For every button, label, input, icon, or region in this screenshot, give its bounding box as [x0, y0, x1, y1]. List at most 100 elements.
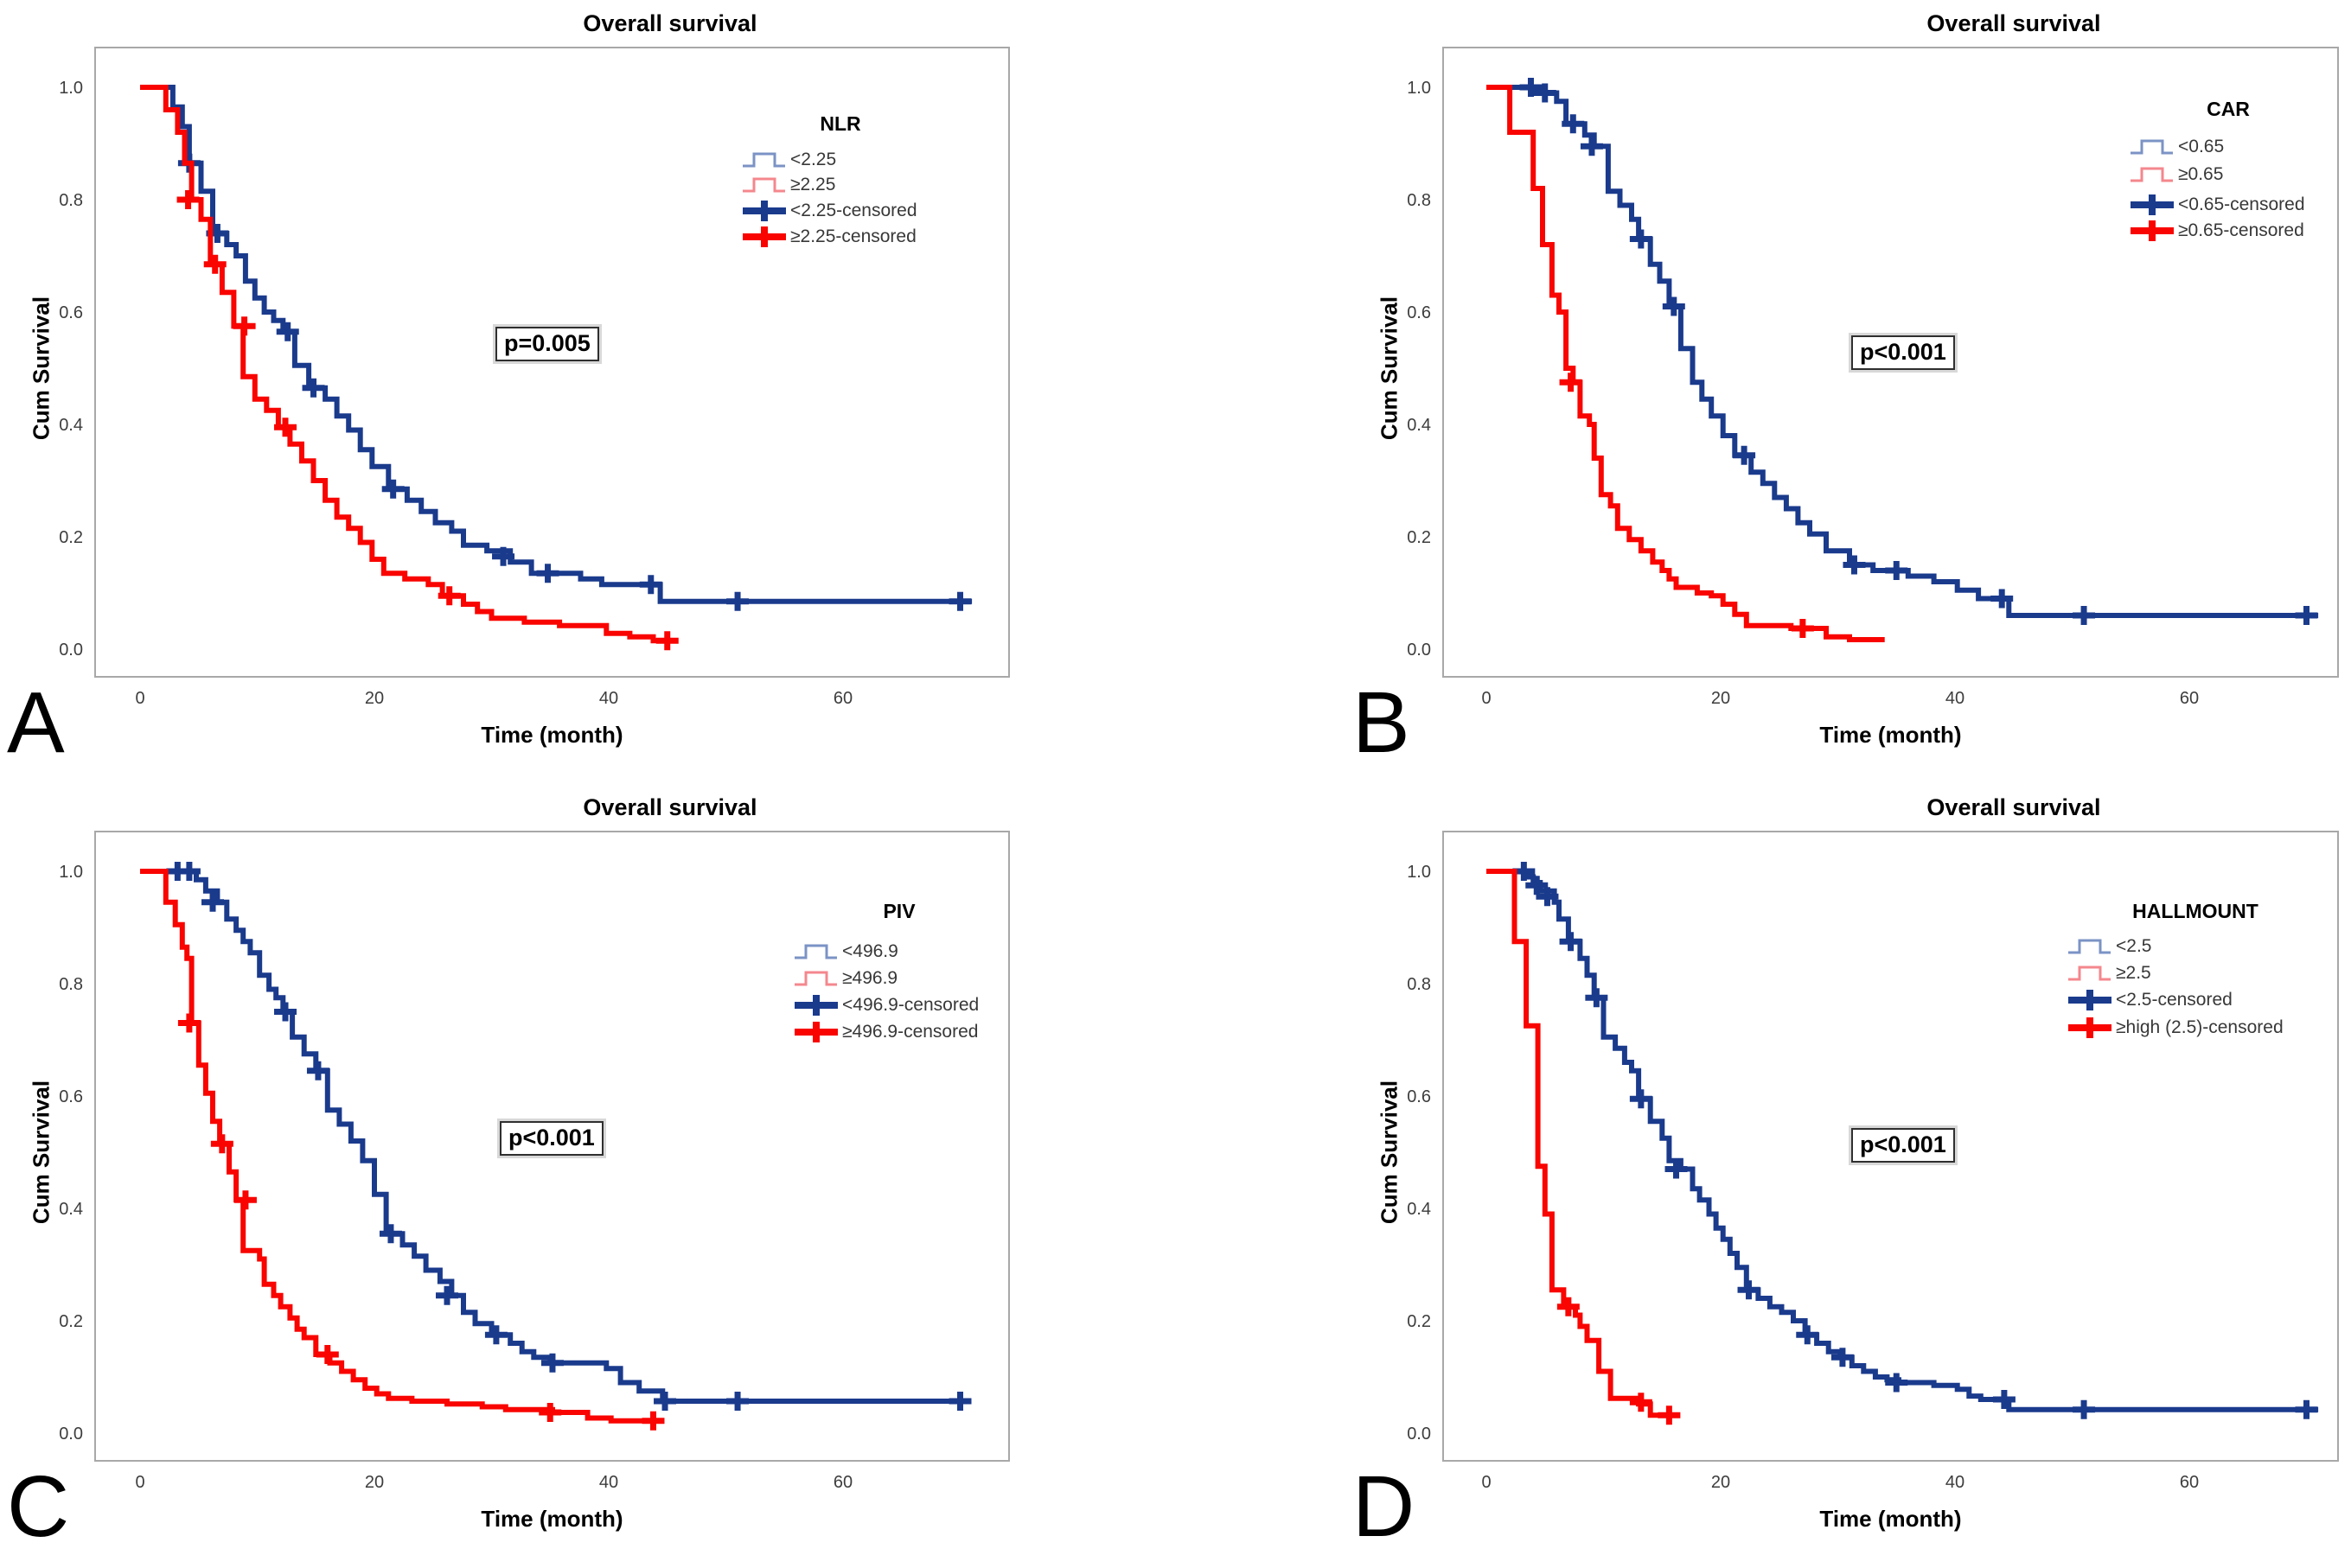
- censor-mark: [316, 1345, 339, 1364]
- y-tick-label: 0.4: [1407, 416, 1431, 435]
- censor-mark: [203, 254, 227, 274]
- censor-mark: [177, 862, 201, 881]
- legend-item-label: <2.5-censored: [2116, 990, 2233, 1010]
- censor-mark: [1662, 296, 1685, 316]
- censor-mark: [201, 892, 225, 912]
- y-tick-label: 0.6: [59, 1087, 83, 1106]
- x-axis-title: Time (month): [1819, 1506, 1962, 1532]
- y-tick-label: 0.8: [59, 191, 83, 210]
- x-tick-label: 60: [2180, 689, 2199, 708]
- legend-step-line-icon: [2131, 167, 2173, 182]
- legend-step-line-icon: [743, 177, 785, 193]
- legend-item: ≥2.5: [2067, 960, 2151, 986]
- censor-mark: [726, 1391, 750, 1411]
- censor-mark: [642, 1411, 665, 1431]
- x-tick-label: 0: [135, 689, 144, 708]
- legend-censored-plus-icon: [795, 1022, 838, 1042]
- censor-mark: [540, 1353, 564, 1373]
- censor-mark: [1585, 988, 1608, 1008]
- legend-step-line-icon: [743, 152, 785, 168]
- legend-step-line-icon: [2068, 966, 2111, 981]
- legend-item-label: ≥high (2.5)-censored: [2116, 1017, 2284, 1037]
- x-tick-label: 60: [834, 689, 853, 708]
- censor-mark: [276, 322, 299, 341]
- censor-mark: [2073, 1399, 2096, 1419]
- censor-mark: [1843, 555, 1866, 575]
- legend-item: ≥2.25-censored: [742, 224, 917, 250]
- legend-item-label: ≥2.5: [2116, 963, 2151, 983]
- km-curve: [1486, 869, 2319, 1412]
- x-tick-label: 0: [135, 1473, 144, 1492]
- y-tick-label: 0.2: [1407, 1312, 1431, 1331]
- legend-item-label: <0.65: [2178, 137, 2225, 156]
- censor-mark: [654, 1391, 677, 1411]
- y-tick-label: 1.0: [59, 79, 83, 98]
- censor-mark: [536, 564, 559, 583]
- legend-item-label: ≥2.25-censored: [790, 226, 917, 246]
- censor-mark: [1990, 589, 2014, 609]
- legend-step-line-icon: [2068, 939, 2111, 954]
- censor-mark: [1559, 932, 1582, 952]
- p-value-box: p<0.001: [1851, 1128, 1955, 1163]
- censor-mark: [2295, 606, 2318, 625]
- censor-mark: [210, 1134, 233, 1154]
- panel-letter: C: [7, 1458, 70, 1555]
- km-curve: [140, 869, 967, 1404]
- y-tick-label: 0.0: [1407, 1425, 1431, 1444]
- y-tick-label: 0.2: [59, 528, 83, 547]
- legend-item: <496.9-censored: [794, 992, 979, 1018]
- y-tick-label: 1.0: [1407, 863, 1431, 882]
- x-tick-label: 40: [1945, 1473, 1964, 1492]
- censor-mark: [1580, 137, 1603, 156]
- censor-mark: [1629, 1393, 1652, 1412]
- x-tick-label: 20: [365, 689, 384, 708]
- censor-mark: [177, 1013, 201, 1033]
- censor-mark: [306, 1061, 329, 1080]
- y-tick-label: 0.8: [1407, 191, 1431, 210]
- x-tick-label: 40: [1945, 689, 1964, 708]
- legend-item: <0.65: [2130, 134, 2224, 160]
- km-panel-b: Overall survival Cum Survival 0.0 0.2 0.4 0…: [1175, 0, 2351, 784]
- y-tick-label: 0.4: [59, 416, 83, 435]
- legend-title: HALLMOUNT: [2132, 900, 2258, 922]
- p-value-box: p<0.001: [1851, 335, 1955, 370]
- censor-mark: [1533, 83, 1556, 103]
- censor-mark: [1525, 876, 1549, 896]
- legend-item: ≥0.65: [2130, 162, 2223, 188]
- survival-plot: 0.0 0.2 0.4 0.6 0.8 1.0 0 20 40 60: [59, 47, 1010, 708]
- censor-mark: [1629, 229, 1652, 249]
- censor-mark: [1519, 78, 1543, 97]
- censor-mark: [484, 1325, 508, 1345]
- censor-mark: [1796, 1325, 1819, 1345]
- plot-frame: [1442, 47, 2339, 678]
- legend-step-line-icon: [2131, 139, 2173, 155]
- censor-mark: [1885, 1373, 1908, 1393]
- legend-item-label: <2.5: [2116, 936, 2152, 956]
- x-tick-label: 0: [1481, 1473, 1491, 1492]
- legend-item-label: <2.25: [790, 150, 837, 169]
- km-curve: [1486, 869, 1674, 1418]
- plot-frame: [94, 831, 1010, 1462]
- y-tick-label: 0.8: [1407, 975, 1431, 994]
- y-tick-label: 0.2: [1407, 528, 1431, 547]
- legend-item-label: ≥0.65: [2178, 164, 2224, 184]
- censor-mark: [1885, 561, 1908, 580]
- legend-title: PIV: [883, 900, 916, 922]
- censor-mark: [949, 591, 972, 611]
- censor-mark: [639, 575, 662, 595]
- x-tick-label: 60: [834, 1473, 853, 1492]
- censor-mark: [492, 546, 515, 566]
- censor-mark: [379, 1224, 402, 1244]
- censor-mark: [176, 190, 200, 209]
- legend-item: <2.5-censored: [2067, 987, 2233, 1013]
- legend-censored-plus-icon: [2068, 990, 2111, 1010]
- legend-item: <2.25-censored: [742, 198, 917, 224]
- plot-frame: [94, 47, 1010, 678]
- censor-mark: [726, 591, 750, 611]
- censor-mark: [539, 1402, 562, 1422]
- x-tick-label: 20: [1711, 689, 1730, 708]
- p-value-box: p=0.005: [495, 327, 599, 361]
- survival-plot: 0.0 0.2 0.4 0.6 0.8 1.0 0 20 40 60: [59, 831, 1010, 1492]
- legend-title: CAR: [2207, 98, 2250, 120]
